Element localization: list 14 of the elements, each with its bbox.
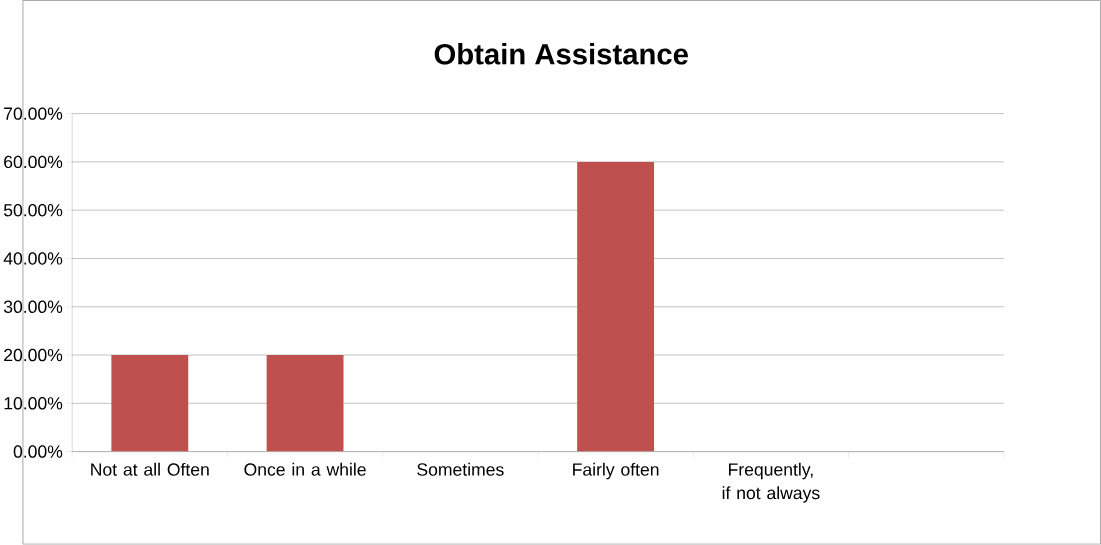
- x-tick-label: Frequently, if not always: [722, 463, 820, 503]
- y-tick-label: 40.00%: [3, 252, 63, 265]
- y-tick-label: 20.00%: [4, 348, 63, 362]
- chart-title: Obtain Assistance: [434, 43, 688, 65]
- y-tick-label: 30.00%: [3, 300, 63, 314]
- x-tick-label: Fairly often: [573, 463, 659, 480]
- y-tick-label: 10.00%: [4, 397, 63, 410]
- x-tick-label: Sometimes: [417, 463, 504, 476]
- y-tick-label: 50.00%: [3, 204, 63, 217]
- y-tick-label: 60.00%: [4, 155, 63, 169]
- x-tick-label: Once in a while: [244, 463, 366, 476]
- y-tick-label: 0.00%: [13, 445, 63, 458]
- x-tick-label: Not at all Often: [91, 463, 209, 476]
- y-tick-label: 70.00%: [4, 107, 63, 121]
